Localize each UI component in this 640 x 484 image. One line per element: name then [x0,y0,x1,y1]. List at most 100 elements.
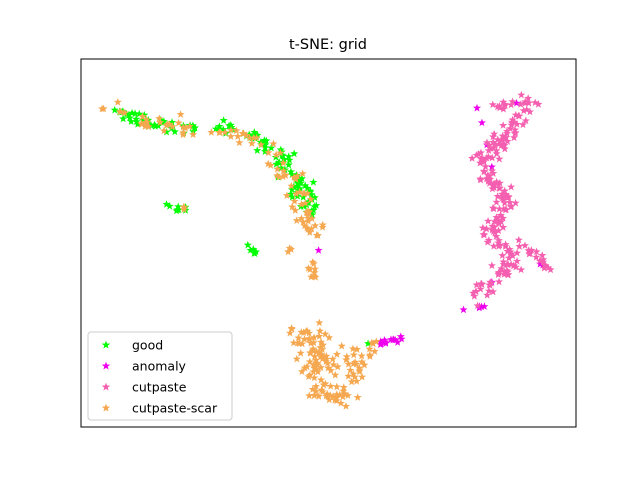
scatter-point [513,248,522,257]
scatter-point [282,191,291,199]
scatter-point [264,159,273,168]
scatter-point [510,117,519,126]
scatter-point [314,392,323,400]
scatter-point [352,377,361,385]
scatter-point [297,214,306,222]
scatter-point [546,265,555,274]
scatter-point [476,158,485,167]
scatter-point [508,97,517,106]
scatter-point [306,186,315,195]
scatter-point [300,189,309,197]
scatter-point [284,247,293,256]
scatter-point [309,178,318,186]
scatter-point [312,201,321,209]
scatter-point [113,97,122,106]
scatter-point [499,214,508,222]
scatter-point [515,111,524,120]
scatter-point [310,202,319,211]
scatter-point [500,270,509,278]
scatter-point [315,318,324,327]
scatter-point [302,362,311,371]
scatter-point [521,116,530,125]
scatter-point [484,216,493,225]
scatter-point [269,139,278,148]
scatter-point [490,183,499,192]
scatter-point [477,118,486,127]
scatter-point [305,371,314,379]
scatter-point [500,144,509,153]
scatter-point [480,167,489,176]
scatter-point [323,358,332,367]
scatter-point [292,182,301,190]
scatter-point [298,339,307,348]
scatter-point [215,128,224,136]
scatter-point [510,129,519,138]
scatter-point [170,127,179,136]
scatter-point [233,132,242,140]
scatter-point [246,246,255,254]
scatter-point [286,167,295,176]
legend: good anomaly cutpaste cutpaste-scar [87,331,233,421]
scatter-point [539,257,548,266]
scatter-point [308,214,317,223]
scatter-point [310,264,319,273]
scatter-point [322,351,331,360]
scatter-point [291,206,300,214]
scatter-point [313,367,322,376]
scatter-point [506,124,515,133]
scatter-point [232,126,241,135]
legend-label: good [132,338,163,353]
scatter-point [142,115,151,124]
scatter-point [235,138,244,147]
scatter-point [491,140,500,149]
scatter-point [484,152,493,161]
scatter-point [309,271,318,280]
scatter-point [247,139,256,147]
scatter-point [477,280,486,288]
scatter-point [319,380,328,389]
scatter-point [306,339,315,347]
scatter-point [176,110,185,118]
scatter-point [487,162,496,171]
scatter-point [280,155,289,163]
scatter-point [482,224,491,233]
scatter-point [492,179,501,187]
scatter-point [273,164,282,173]
scatter-point [495,103,504,112]
scatter-point [305,391,314,400]
scatter-point [308,257,317,266]
scatter-point [293,171,302,180]
scatter-point [367,338,376,347]
scatter-point [346,366,355,374]
legend-marker [101,361,111,370]
scatter-point [287,181,296,190]
scatter-point [503,137,512,145]
scatter-point [488,222,497,230]
scatter-point [299,328,308,336]
scatter-point [484,177,493,185]
scatter-point [336,399,345,407]
scatter-point [319,352,328,361]
scatter-point [495,183,504,192]
scatter-point [284,160,293,169]
scatter-point [312,356,321,364]
scatter-point [480,230,489,239]
scatter-point [310,363,319,372]
scatter-point [376,340,385,349]
scatter-point [135,109,144,118]
scatter-point [285,155,294,164]
scatter-point [301,181,310,190]
scatter-point [493,192,502,200]
scatter-point [308,210,317,219]
scatter-point [516,100,525,108]
scatter-point [381,337,390,346]
scatter-point [287,190,296,198]
scatter-point [487,279,496,287]
scatter-point [120,108,129,117]
scatter-point [132,117,141,126]
scatter-point [321,379,330,388]
scatter-point [349,369,358,378]
scatter-point [501,190,510,198]
scatter-point [505,245,514,253]
scatter-point [310,391,319,400]
